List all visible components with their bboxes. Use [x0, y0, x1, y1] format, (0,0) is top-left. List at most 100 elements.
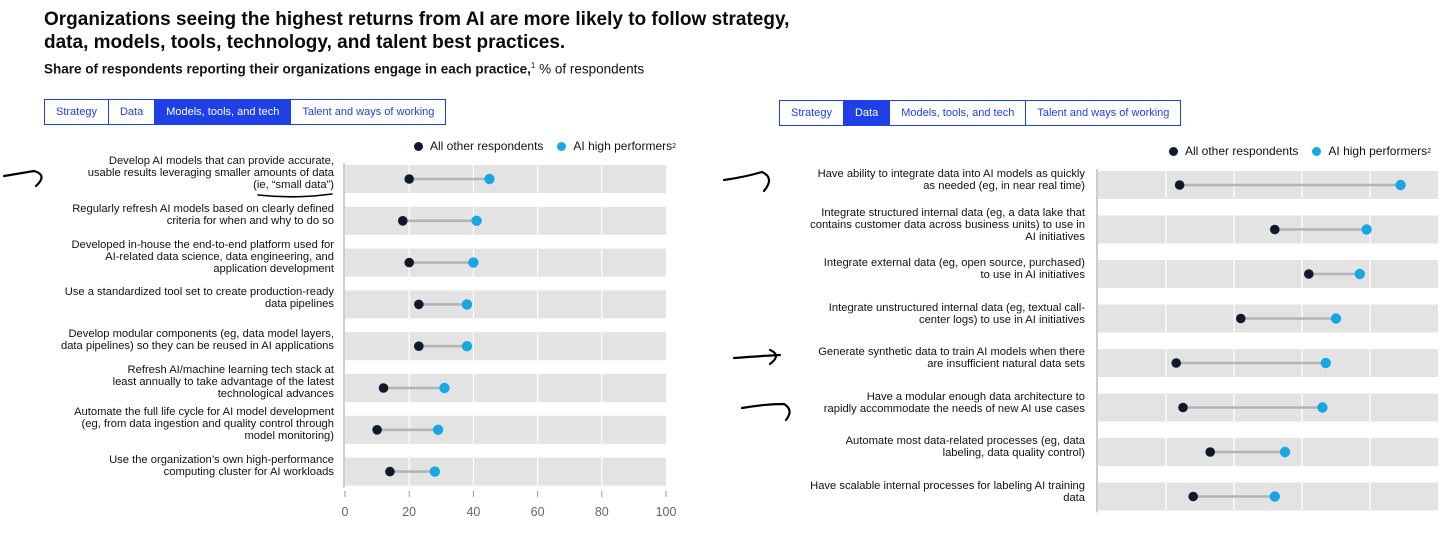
point-high-performers — [1269, 491, 1281, 502]
point-all-others — [414, 341, 424, 352]
row-label-line: AI initiatives — [1025, 230, 1085, 243]
legend-item-others: All other respondents — [414, 139, 543, 153]
right-legend: All other respondents AI high performers… — [1169, 144, 1445, 158]
row-label-line: to use in AI initiatives — [980, 269, 1085, 281]
point-all-others — [1270, 224, 1280, 235]
row-label-line: computing cluster for AI workloads — [163, 465, 334, 478]
row-label: Developed in-house the end-to-end platfo… — [72, 239, 334, 275]
row-label-line: center logs) to use in AI initiatives — [918, 313, 1085, 326]
row-label: Automate the full life cycle for AI mode… — [74, 406, 334, 442]
tab-strategy[interactable]: Strategy — [779, 100, 844, 126]
row-label: Integrate unstructured internal data (eg… — [829, 302, 1085, 326]
row-label-line: Have ability to integrate data into AI m… — [817, 168, 1085, 180]
row-band — [1098, 260, 1438, 288]
subtitle-bold: Share of respondents reporting their org… — [44, 61, 531, 77]
legend-item-high: AI high performers 2 — [1312, 144, 1431, 158]
row-label-line: data — [1063, 491, 1085, 504]
point-high-performers — [1395, 179, 1406, 191]
point-all-others — [404, 257, 415, 268]
x-tick-label: 20 — [402, 505, 416, 519]
row-label-line: contains customer data across business u… — [810, 218, 1085, 231]
row-label: Develop AI models that can provide accur… — [88, 155, 334, 191]
left-tab-bar: Strategy Data Models, tools, and tech Ta… — [44, 99, 447, 125]
arrow-mark-right-3 — [740, 402, 791, 422]
point-all-others — [414, 299, 424, 310]
x-tick-label: 0 — [342, 505, 349, 519]
row-label-line: Integrate unstructured internal data (eg… — [828, 301, 1085, 314]
row-label-line: Have a modular enough data architecture … — [866, 390, 1085, 403]
point-all-others — [1205, 447, 1215, 457]
tab-strategy[interactable]: Strategy — [44, 99, 109, 125]
row-label-line: data pipelines — [264, 298, 334, 311]
legend-item-others: All other respondents — [1169, 144, 1298, 158]
tab-talent[interactable]: Talent and ways of working — [1026, 100, 1182, 126]
subtitle-unit: % of respondents — [535, 61, 645, 77]
row-label-line: Developed in-house the end-to-end platfo… — [71, 238, 334, 251]
arrow-mark-left — [2, 169, 43, 188]
point-all-others — [372, 425, 382, 435]
point-high-performers — [484, 173, 495, 185]
point-high-performers — [1354, 268, 1366, 280]
right-tab-bar: Strategy Data Models, tools, and tech Ta… — [779, 100, 1182, 126]
row-label-line: Generate synthetic data to train AI mode… — [818, 346, 1085, 358]
row-band — [345, 248, 666, 277]
legend-label-high: AI high performers — [1328, 144, 1428, 158]
row-label: Use the organization’s own high-performa… — [109, 454, 334, 478]
point-high-performers — [461, 341, 473, 352]
row-label-line: Use the organization’s own high-performa… — [109, 453, 334, 466]
point-all-others — [1171, 358, 1181, 368]
row-label-line: Refresh AI/machine learning tech stack a… — [127, 364, 334, 376]
tab-models-tools-tech[interactable]: Models, tools, and tech — [890, 100, 1027, 126]
row-label-line: criteria for when and why to do so — [166, 214, 334, 227]
row-band — [345, 165, 666, 193]
point-all-others — [1236, 313, 1246, 324]
legend-dot-others — [1169, 146, 1178, 156]
page-subtitle: Share of respondents reporting their org… — [44, 61, 644, 77]
row-band — [345, 290, 666, 319]
tab-talent[interactable]: Talent and ways of working — [291, 99, 447, 125]
row-label: Have scalable internal processes for lab… — [810, 480, 1085, 504]
arrow-mark-right-2 — [732, 348, 782, 366]
legend-label-high: AI high performers — [573, 139, 673, 153]
x-tick-label: 80 — [595, 505, 609, 519]
tab-models-tools-tech[interactable]: Models, tools, and tech — [155, 99, 292, 125]
point-all-others — [397, 216, 408, 226]
row-band — [1098, 215, 1438, 244]
point-high-performers — [1317, 402, 1328, 413]
point-high-performers — [468, 257, 479, 268]
row-label-line: Integrate structured internal data (eg, … — [821, 206, 1085, 219]
row-label-line: model monitoring) — [244, 429, 334, 442]
legend-dot-high — [557, 141, 567, 151]
point-all-others — [385, 466, 395, 477]
point-all-others — [1178, 402, 1188, 413]
tab-data[interactable]: Data — [843, 100, 891, 126]
row-label: Have ability to integrate data into AI m… — [818, 168, 1085, 192]
tab-data[interactable]: Data — [108, 99, 156, 125]
point-high-performers — [461, 299, 473, 310]
point-high-performers — [1330, 313, 1342, 324]
point-high-performers — [1361, 224, 1372, 235]
row-label-line: labeling, data quality control) — [942, 447, 1085, 459]
point-all-others — [1188, 491, 1198, 502]
row-label-line: Develop AI models that can provide accur… — [108, 155, 334, 167]
subtitle-footnote: 1 — [530, 61, 536, 70]
point-high-performers — [439, 382, 450, 394]
row-label: Generate synthetic data to train AI mode… — [818, 346, 1085, 370]
row-label-line: rapidly accommodate the needs of new AI … — [823, 402, 1085, 415]
row-label-line: Use a standardized tool set to create pr… — [64, 286, 334, 299]
row-label: Automate most data-related processes (eg… — [846, 435, 1085, 459]
row-label-line: technological advances — [217, 388, 334, 400]
legend-item-high: AI high performers 2 — [557, 139, 676, 153]
row-label-line: (ie, “small data”) — [253, 179, 334, 191]
point-high-performers — [1279, 446, 1291, 458]
x-tick-label: 60 — [531, 505, 545, 519]
row-label-line: Develop modular components (eg, data mod… — [68, 328, 334, 341]
legend-dot-others — [414, 141, 423, 151]
point-high-performers — [1320, 357, 1332, 369]
legend-label-others: All other respondents — [1185, 144, 1299, 158]
row-label-line: Regularly refresh AI models based on cle… — [72, 202, 334, 215]
row-label-line: data pipelines) so they can be reused in… — [60, 340, 334, 353]
point-all-others — [1174, 180, 1185, 190]
